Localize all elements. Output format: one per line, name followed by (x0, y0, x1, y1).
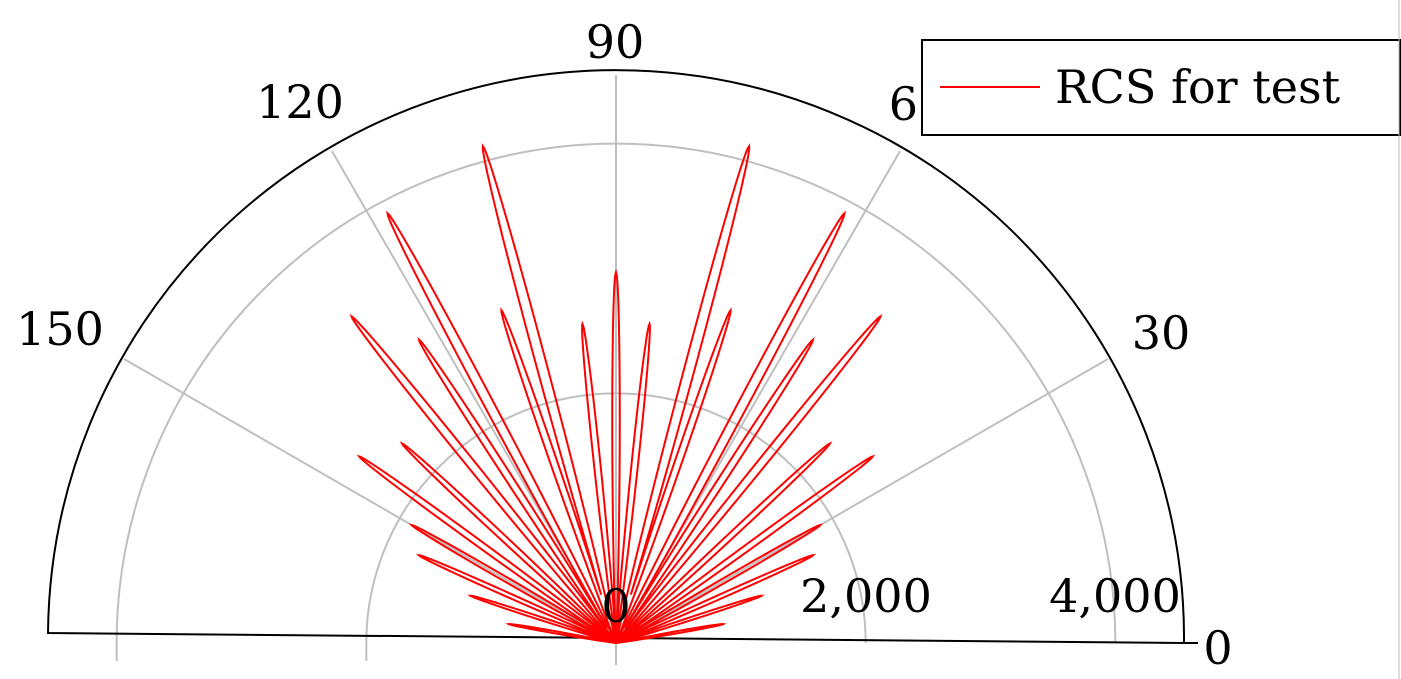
angle-tick-label-150: 150 (16, 302, 104, 356)
radial-tick-label-2000: 2,000 (800, 569, 932, 623)
polar-frame (46, 69, 1186, 645)
series-layer (349, 143, 883, 644)
series-line-rcs-for-test (349, 143, 883, 644)
angular-grid-spoke-30 (615, 358, 1109, 644)
radial-tick-label-4000: 4,000 (1049, 569, 1181, 623)
angle-tick-label-120: 120 (256, 75, 344, 129)
angular-grid-spoke-150 (123, 358, 617, 644)
legend-label-rcs-for-test: RCS for test (1055, 60, 1341, 114)
angle-tick-label-0: 0 (1203, 621, 1232, 675)
plot-frame (46, 69, 1198, 645)
grid-layer (115, 75, 1117, 665)
angle-tick-label-90: 90 (586, 15, 645, 69)
legend: RCS for test (921, 39, 1401, 136)
angle-tick-label-30: 30 (1132, 306, 1191, 360)
radial-tick-label-0: 0 (601, 579, 630, 633)
